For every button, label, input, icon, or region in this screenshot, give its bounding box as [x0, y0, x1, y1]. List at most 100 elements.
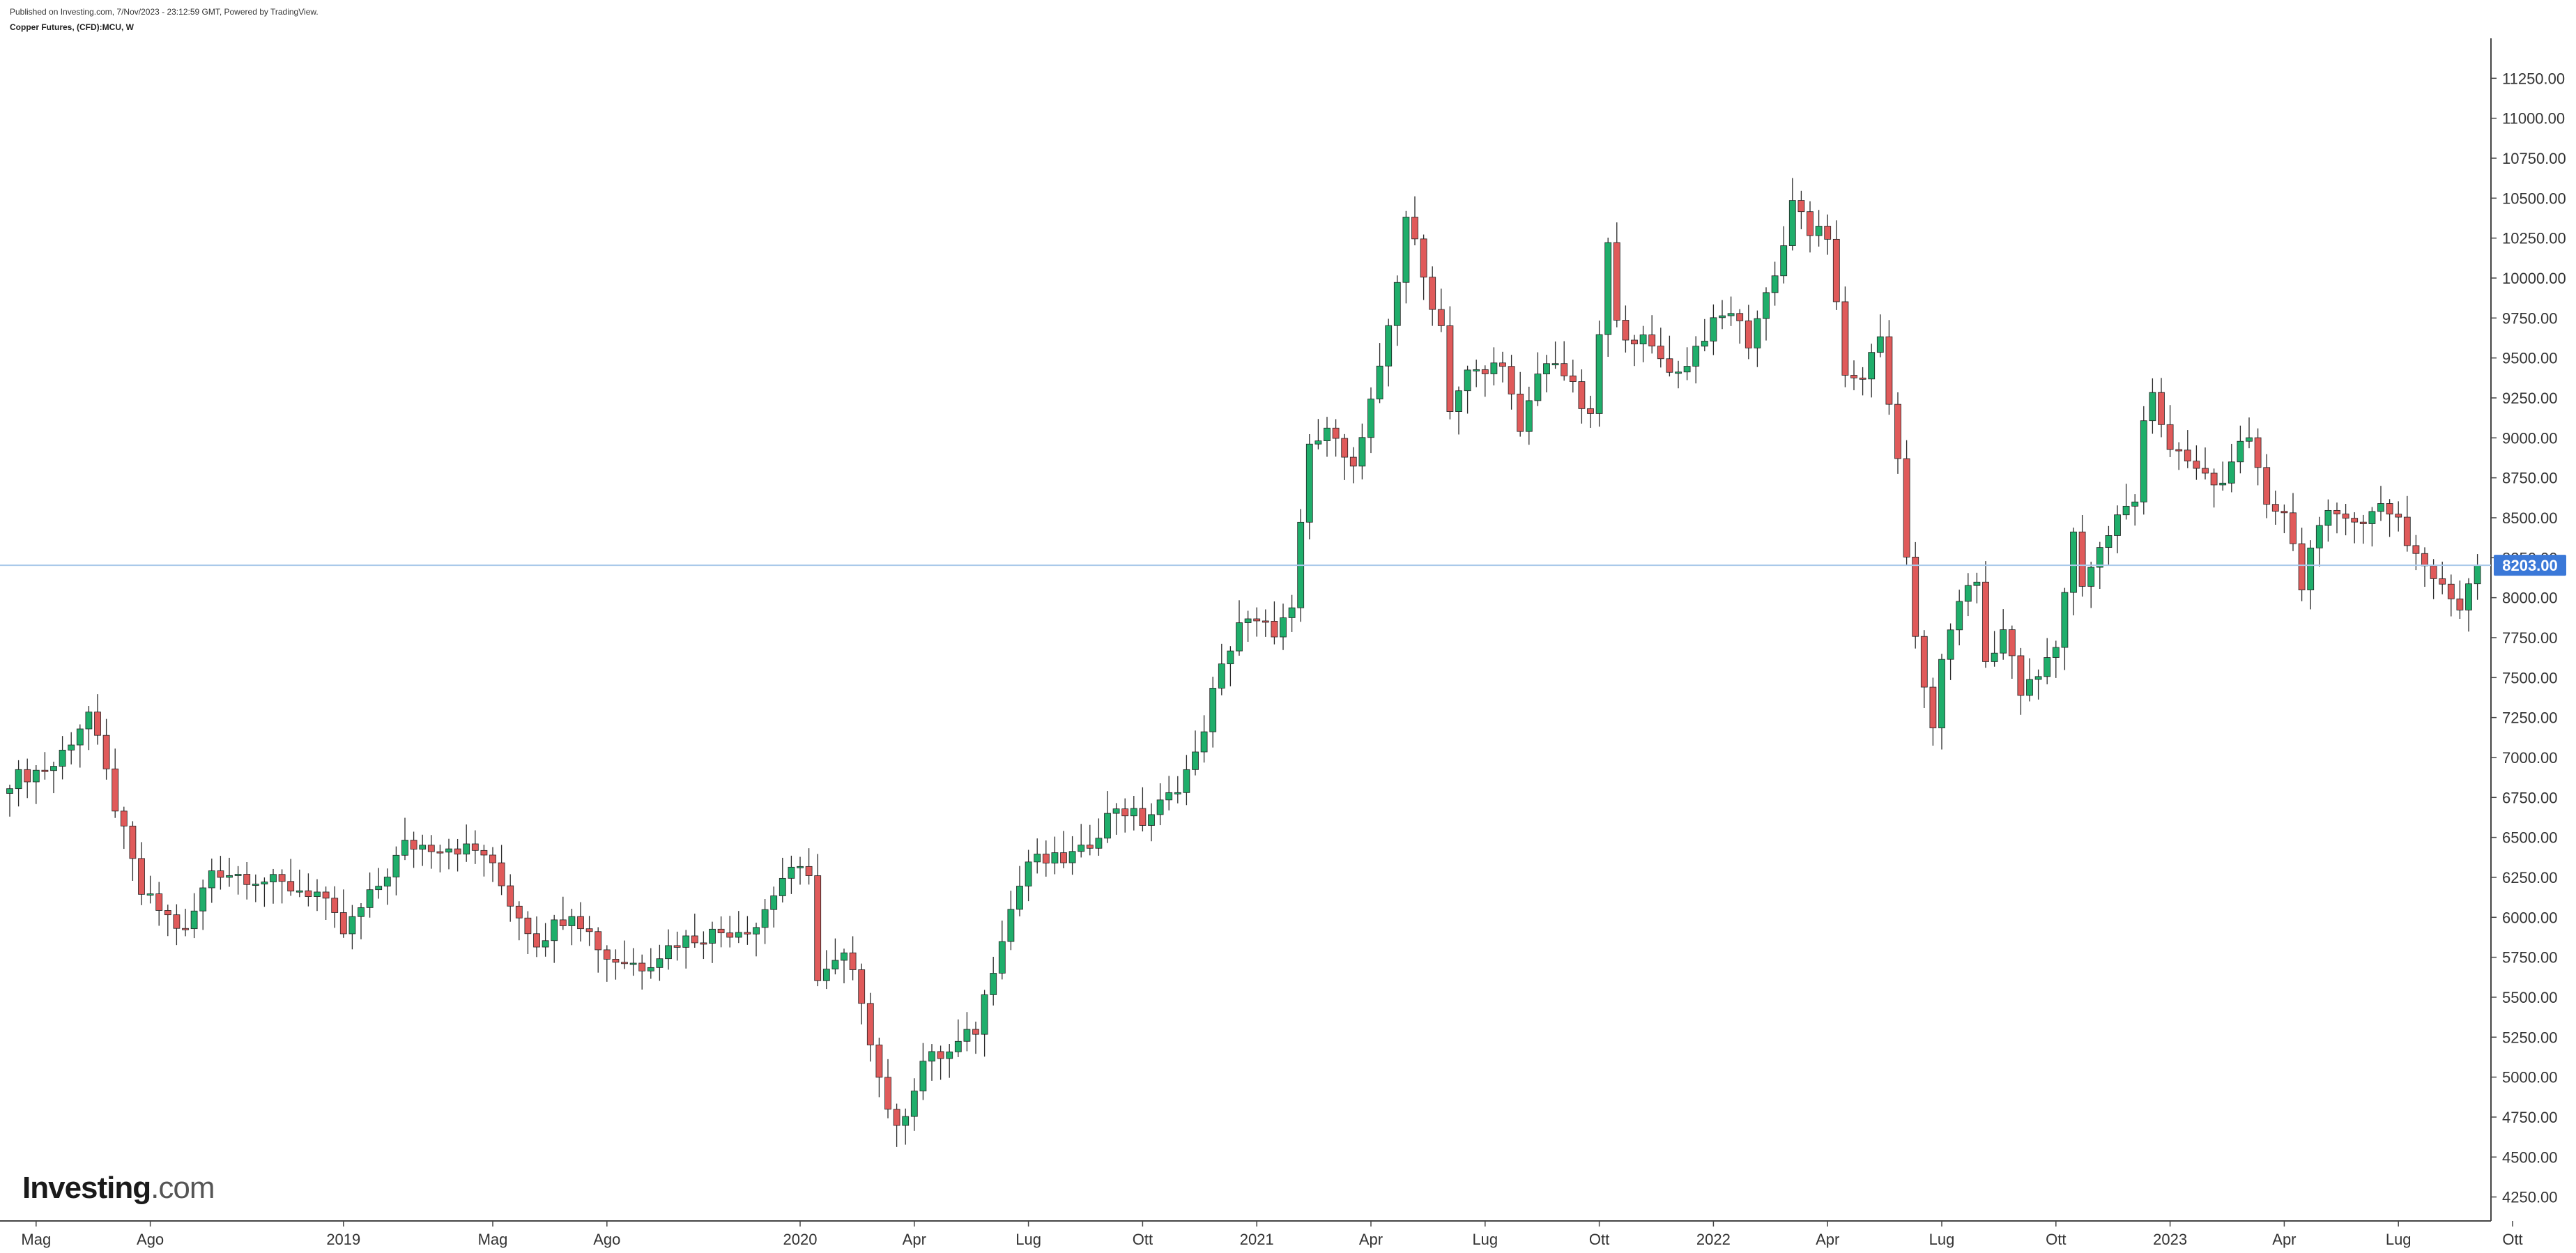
- x-tick-label: Apr: [1359, 1231, 1383, 1248]
- candle-down: [1411, 217, 1418, 240]
- candle-down: [1885, 336, 1893, 405]
- x-tick-label: Ott: [1133, 1231, 1153, 1248]
- candle-up: [1236, 622, 1243, 652]
- candle-down: [621, 962, 628, 964]
- y-tick-label: 8000.00: [2502, 590, 2558, 607]
- candle-up: [1788, 200, 1796, 246]
- candle-up: [1227, 650, 1234, 665]
- candle-up: [1148, 814, 1155, 826]
- candle-up: [1525, 400, 1533, 432]
- candle-up: [1719, 315, 1726, 318]
- candle-down: [2298, 543, 2306, 590]
- candle-up: [1455, 390, 1462, 412]
- candle-up: [841, 952, 848, 961]
- candle-up: [1675, 371, 1682, 374]
- candle-down: [1666, 358, 1673, 373]
- candle-down: [112, 768, 119, 812]
- candle-up: [1490, 362, 1498, 374]
- candle-up: [1701, 341, 1708, 347]
- candle-up: [1780, 245, 1788, 277]
- y-tick-label: 10250.00: [2502, 230, 2566, 247]
- candle-down: [471, 843, 479, 851]
- symbol-title: Copper Futures, (CFD):MCU, W: [10, 22, 134, 32]
- y-tick-label: 9750.00: [2502, 309, 2558, 327]
- y-tick-label: 5750.00: [2502, 949, 2558, 967]
- x-tick-label: Ago: [137, 1231, 164, 1248]
- candle-down: [1982, 581, 1989, 662]
- candle-down: [94, 712, 101, 736]
- x-tick-label: Lug: [1472, 1231, 1498, 1248]
- candle-up: [1165, 792, 1173, 801]
- candle-up: [199, 887, 207, 912]
- candle-up: [1385, 325, 1393, 367]
- candle-down: [1832, 238, 1840, 302]
- candle-down: [331, 898, 339, 913]
- candle-down: [2008, 629, 2016, 656]
- candle-down: [2447, 583, 2455, 599]
- candle-down: [217, 870, 224, 878]
- x-tick-label: Lug: [1929, 1231, 1955, 1248]
- candle-down: [339, 912, 347, 935]
- y-tick-label: 7750.00: [2502, 629, 2558, 647]
- candle-up: [656, 958, 664, 968]
- x-tick-label: 2021: [1240, 1231, 1274, 1248]
- candle-down: [2342, 514, 2349, 519]
- candle-down: [2333, 509, 2340, 514]
- candle-up: [296, 890, 303, 893]
- x-tick-label: Apr: [1816, 1231, 1839, 1248]
- candle-down: [129, 825, 137, 859]
- candle-up: [910, 1091, 918, 1117]
- candle-up: [366, 889, 374, 908]
- candle-up: [59, 749, 66, 767]
- candle-down: [2202, 468, 2209, 474]
- candle-down: [691, 935, 698, 944]
- candle-up: [1025, 861, 1032, 886]
- candle-down: [612, 959, 620, 963]
- candle-down: [287, 881, 295, 892]
- x-tick-label: 2020: [783, 1231, 818, 1248]
- candle-down: [322, 891, 330, 899]
- candle-up: [797, 866, 804, 868]
- candle-down: [1508, 366, 1515, 394]
- candle-down: [1262, 620, 1269, 623]
- candle-down: [2280, 511, 2288, 514]
- candle-down: [1850, 375, 1857, 378]
- candle-up: [2324, 509, 2332, 526]
- candle-up: [1174, 792, 1181, 794]
- candle-up: [383, 877, 391, 887]
- candle-down: [1139, 808, 1147, 826]
- y-tick-label: 4500.00: [2502, 1148, 2558, 1166]
- y-tick-label: 9500.00: [2502, 350, 2558, 367]
- candle-down: [1824, 226, 1832, 240]
- candle-down: [2395, 514, 2402, 518]
- candle-up: [1112, 808, 1120, 814]
- candle-up: [1358, 437, 1366, 467]
- candle-up: [1183, 769, 1190, 793]
- candle-down: [726, 932, 734, 938]
- y-tick-label: 11250.00: [2502, 70, 2565, 87]
- published-note: Published on Investing.com, 7/Nov/2023 -…: [10, 7, 319, 17]
- candle-up: [1991, 652, 1998, 662]
- candle-up: [1095, 838, 1103, 849]
- candle-down: [700, 942, 707, 945]
- candle-up: [401, 840, 408, 856]
- candle-down: [120, 810, 128, 827]
- candle-up: [928, 1051, 935, 1062]
- candle-up: [1156, 799, 1164, 815]
- candle-down: [1086, 845, 1094, 849]
- last-price-badge: [2494, 555, 2566, 576]
- y-tick-label: 10500.00: [2502, 190, 2566, 207]
- candle-up: [208, 870, 215, 889]
- candle-up: [1771, 275, 1779, 293]
- candle-up: [2122, 505, 2130, 516]
- candle-up: [1595, 334, 1603, 414]
- candles-group: [6, 178, 2481, 1147]
- candle-down: [138, 858, 145, 895]
- candle-up: [2474, 564, 2481, 585]
- chart-header: Published on Investing.com, 7/Nov/2023 -…: [10, 6, 319, 33]
- candle-down: [2412, 545, 2420, 554]
- y-tick-label: 6750.00: [2502, 789, 2558, 806]
- candle-down: [410, 840, 417, 850]
- candle-up: [1200, 731, 1208, 753]
